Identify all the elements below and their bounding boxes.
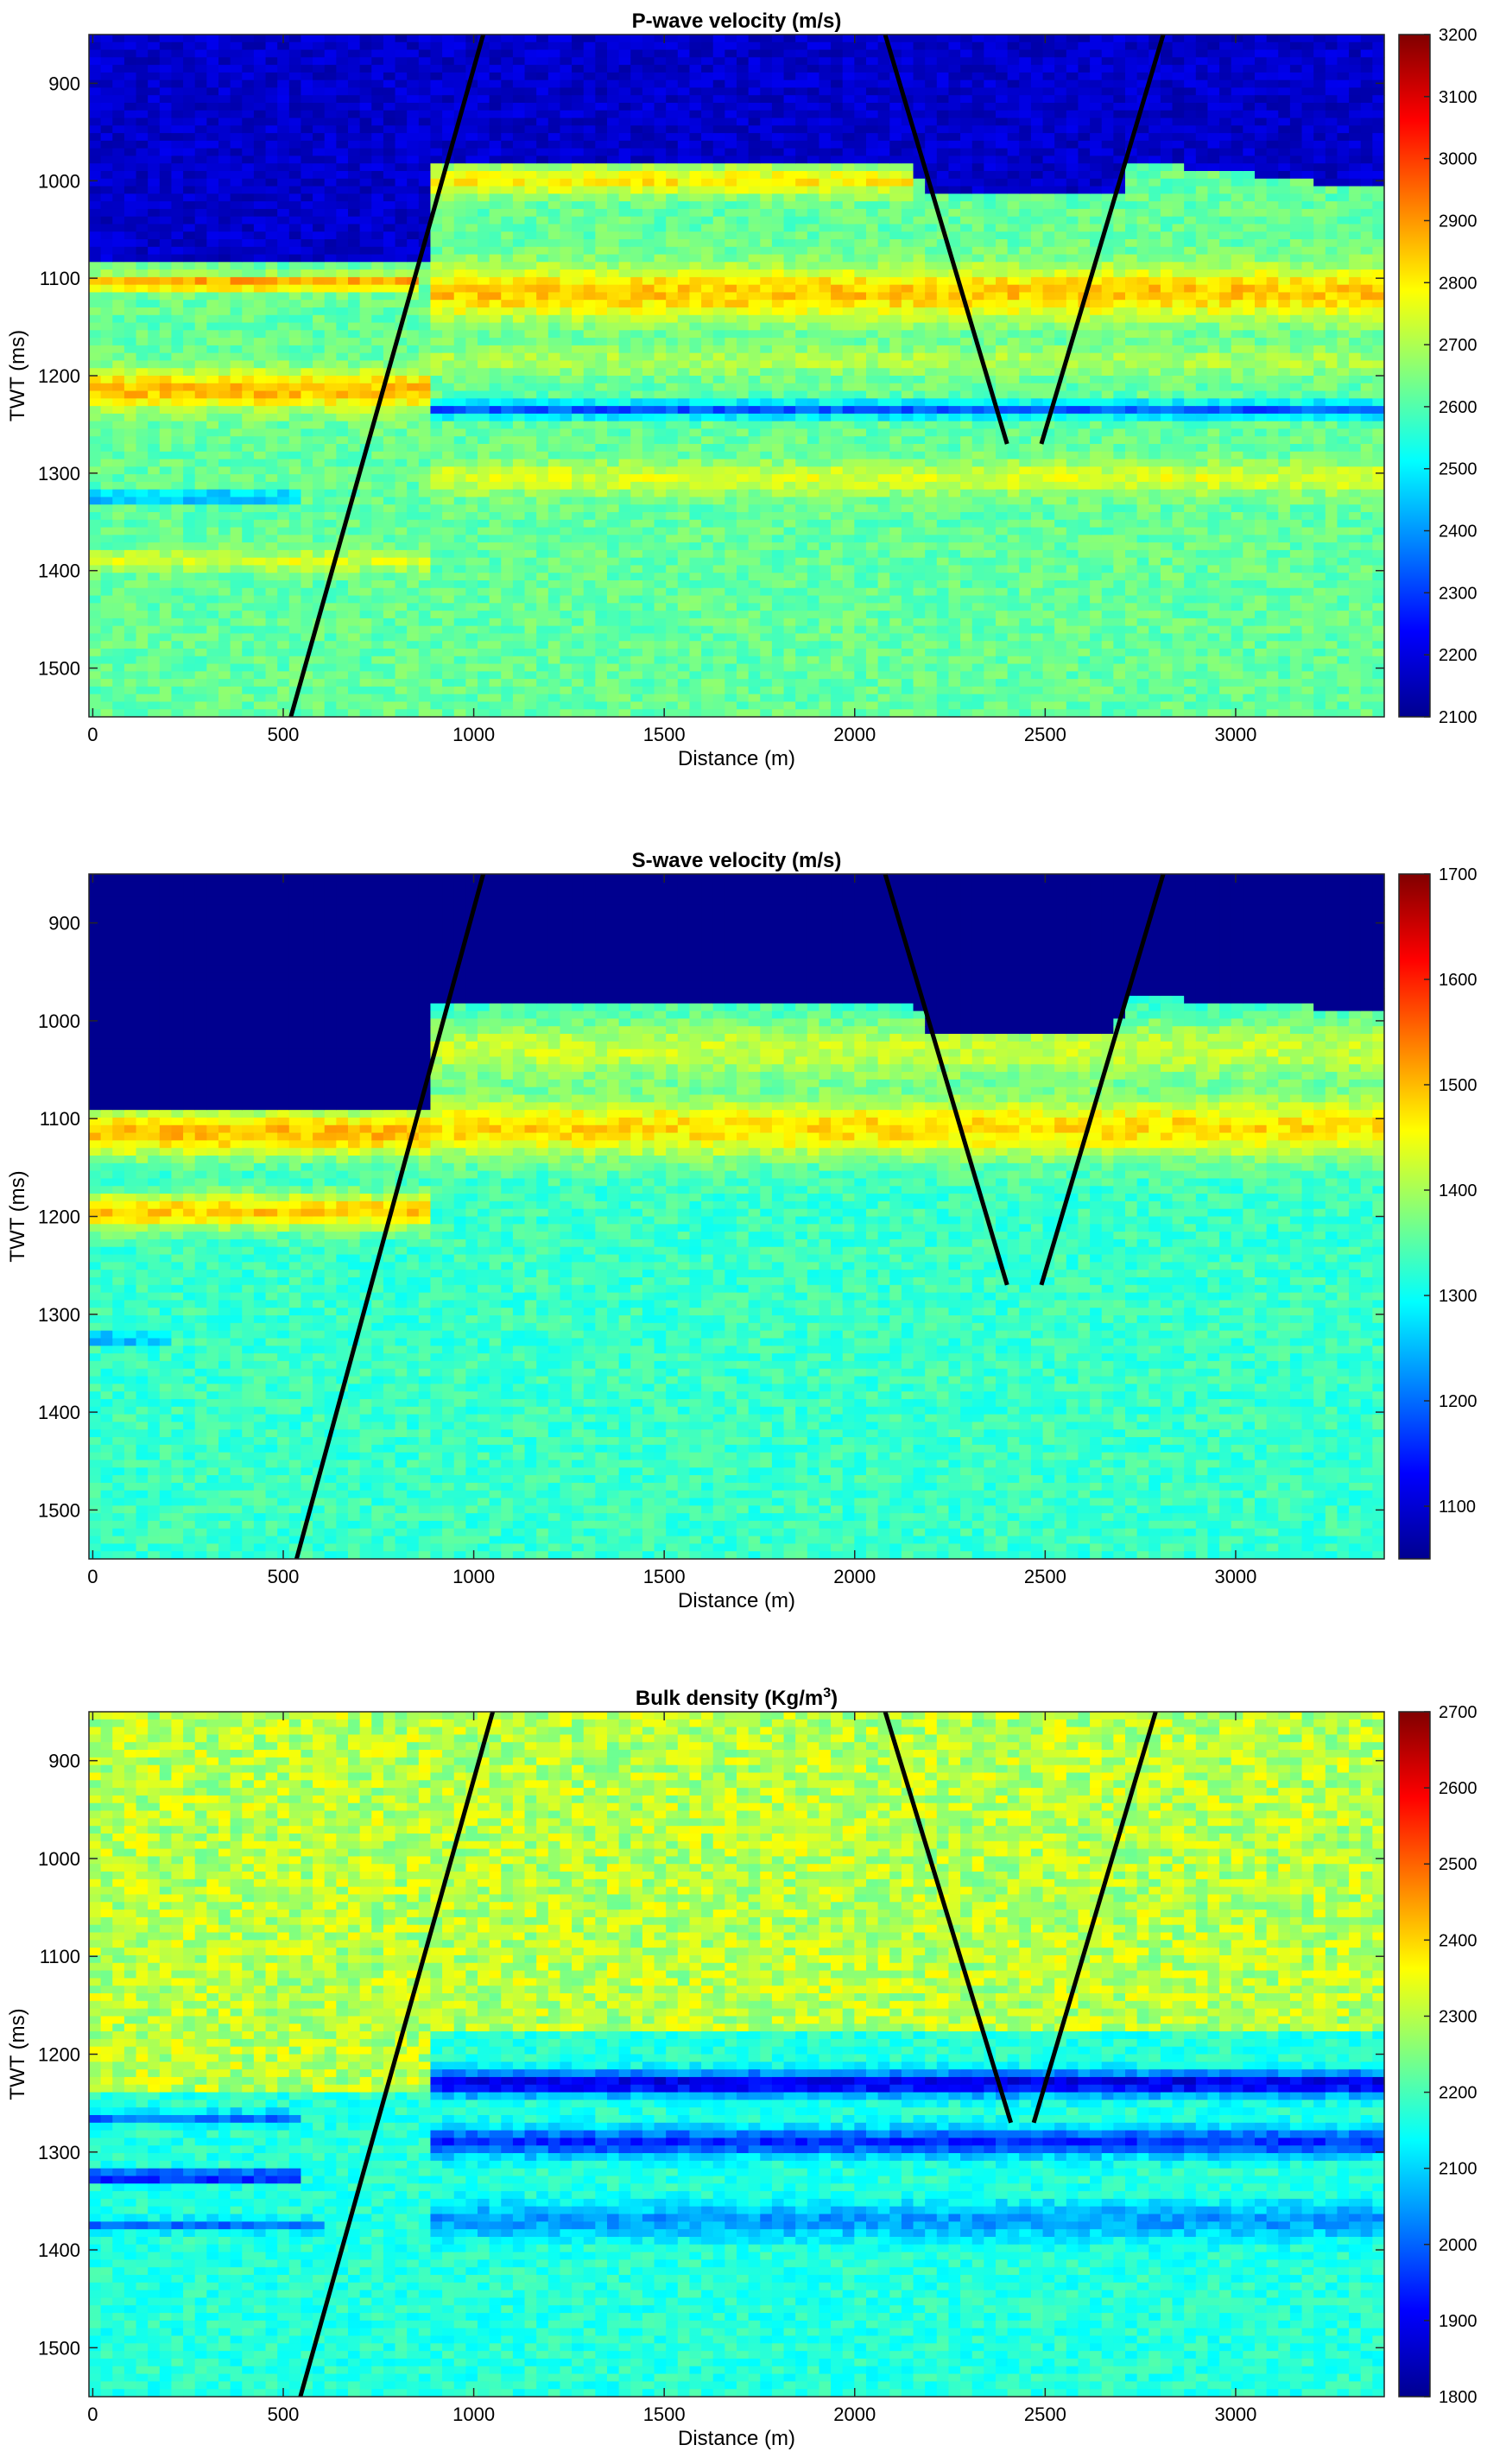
colorbar-tick-label: 2100 [1439, 2160, 1478, 2179]
x-tick-label: 3000 [1214, 2404, 1256, 2425]
x-tick-label: 1000 [452, 1566, 495, 1587]
colorbar [1398, 1711, 1431, 2397]
colorbar-tick-label: 2200 [1439, 646, 1478, 665]
y-tick-label: 1500 [38, 1499, 80, 1521]
colorbar-tick-label: 2600 [1439, 1779, 1478, 1798]
y-axis-label: TWT (ms) [6, 330, 29, 421]
y-tick-label: 1300 [38, 463, 80, 485]
x-tick-label: 2000 [833, 724, 876, 745]
colorbar-tick-label: 1800 [1439, 2388, 1478, 2407]
fault-line-1 [294, 873, 486, 1560]
x-tick-label: 500 [268, 1566, 300, 1587]
colorbar [1398, 34, 1431, 718]
y-tick-label: 1500 [38, 2337, 80, 2359]
y-tick-label: 1000 [38, 170, 80, 192]
fault-line-1 [288, 34, 486, 718]
chart-title: Bulk density (Kg/m3) [636, 1686, 838, 1710]
fault-line-3 [1031, 1711, 1158, 2124]
y-tick-label: 1300 [38, 2142, 80, 2163]
colorbar-tick-label: 3000 [1439, 150, 1478, 169]
x-tick-label: 1000 [452, 2404, 495, 2425]
heatmap-cells [89, 874, 1385, 1560]
x-tick-label: 2000 [833, 1566, 876, 1587]
colorbar-tick-label: 1300 [1439, 1287, 1478, 1306]
colorbar-tick-label: 2000 [1439, 2236, 1478, 2255]
x-tick-label: 0 [87, 724, 98, 745]
y-tick-label: 1500 [38, 658, 80, 680]
colorbar-tick-label: 2200 [1439, 2084, 1478, 2103]
panel-vp: 0 500 1000 1500 2000 2500 3000 900 1000 1100 1200 1… [6, 10, 1478, 770]
y-tick-label: 1400 [38, 561, 80, 582]
chart-title: P-wave velocity (m/s) [632, 10, 842, 33]
x-tick-label: 3000 [1214, 724, 1256, 745]
y-tick-label: 1200 [38, 1207, 80, 1228]
fault-line-1 [298, 1711, 496, 2397]
colorbar-tick-label: 2400 [1439, 523, 1478, 542]
y-tick-label: 1200 [38, 365, 80, 387]
x-tick-label: 1500 [643, 2404, 686, 2425]
colorbar-tick-label: 1500 [1439, 1076, 1478, 1095]
y-tick-label: 1400 [38, 2239, 80, 2261]
x-tick-label: 1000 [452, 724, 495, 745]
panel-vs: 0 500 1000 1500 2000 2500 3000 900 1000 1100 1200 1… [6, 849, 1478, 1612]
chart-title: S-wave velocity (m/s) [632, 849, 842, 872]
colorbar-tick-label: 2400 [1439, 1931, 1478, 1950]
heatmap-cells [89, 1712, 1385, 2397]
x-tick-label: 3000 [1214, 1566, 1256, 1587]
colorbar-tick-label: 1100 [1439, 1498, 1476, 1517]
colorbar-tick-label: 1600 [1439, 971, 1478, 990]
x-tick-label: 1500 [643, 1566, 686, 1587]
x-axis-label: Distance (m) [678, 2427, 795, 2450]
colorbar-tick-label: 1700 [1439, 865, 1478, 884]
panel-rho: 0 500 1000 1500 2000 2500 3000 900 1000 1100 1200 1… [6, 1686, 1478, 2450]
y-tick-label: 1400 [38, 1402, 80, 1423]
fault-line-3 [1039, 873, 1166, 1286]
colorbar-tick-label: 2500 [1439, 460, 1478, 479]
y-tick-label: 1100 [40, 268, 80, 289]
fault-line-2 [883, 873, 1009, 1286]
colorbar-tick-label: 3200 [1439, 26, 1478, 45]
y-axis-label: TWT (ms) [6, 1170, 29, 1262]
y-tick-label: 1000 [38, 1010, 80, 1032]
x-axis-label: Distance (m) [678, 747, 795, 770]
colorbar-tick-label: 2300 [1439, 2007, 1478, 2026]
colorbar-tick-label: 3100 [1439, 88, 1478, 107]
colorbar-tick-label: 1200 [1439, 1392, 1478, 1411]
heatmap-cells [89, 35, 1385, 718]
colorbar-tick-label: 2300 [1439, 584, 1478, 603]
x-tick-label: 2000 [833, 2404, 876, 2425]
y-tick-label: 1100 [40, 1946, 80, 1967]
fault-line-2 [883, 34, 1009, 445]
x-tick-label: 2500 [1024, 2404, 1066, 2425]
y-tick-label: 900 [48, 73, 80, 94]
x-tick-label: 1500 [643, 724, 686, 745]
y-tick-label: 900 [48, 1751, 80, 1772]
y-tick-label: 1100 [40, 1108, 80, 1130]
y-tick-label: 1300 [38, 1304, 80, 1326]
colorbar-tick-label: 2100 [1439, 708, 1478, 727]
fault-line-3 [1039, 34, 1166, 445]
x-tick-label: 2500 [1024, 724, 1066, 745]
y-tick-label: 1200 [38, 2044, 80, 2066]
colorbar-tick-label: 2700 [1439, 336, 1478, 355]
colorbar-tick-label: 1400 [1439, 1181, 1478, 1200]
x-tick-label: 500 [268, 2404, 300, 2425]
y-axis-label: TWT (ms) [6, 2008, 29, 2100]
x-tick-label: 500 [268, 724, 300, 745]
y-tick-label: 1000 [38, 1848, 80, 1870]
colorbar-tick-label: 2800 [1439, 274, 1478, 293]
colorbar-tick-label: 2600 [1439, 398, 1478, 417]
x-tick-label: 0 [87, 2404, 98, 2425]
x-axis-label: Distance (m) [678, 1589, 795, 1612]
colorbar-tick-label: 2500 [1439, 1855, 1478, 1874]
colorbar-tick-label: 2700 [1439, 1703, 1478, 1722]
fault-line-2 [883, 1711, 1014, 2124]
colorbar-tick-label: 2900 [1439, 212, 1478, 231]
x-tick-label: 0 [87, 1566, 98, 1587]
y-tick-label: 900 [48, 913, 80, 934]
colorbar-tick-label: 1900 [1439, 2312, 1478, 2331]
x-tick-label: 2500 [1024, 1566, 1066, 1587]
colorbar [1398, 873, 1431, 1560]
